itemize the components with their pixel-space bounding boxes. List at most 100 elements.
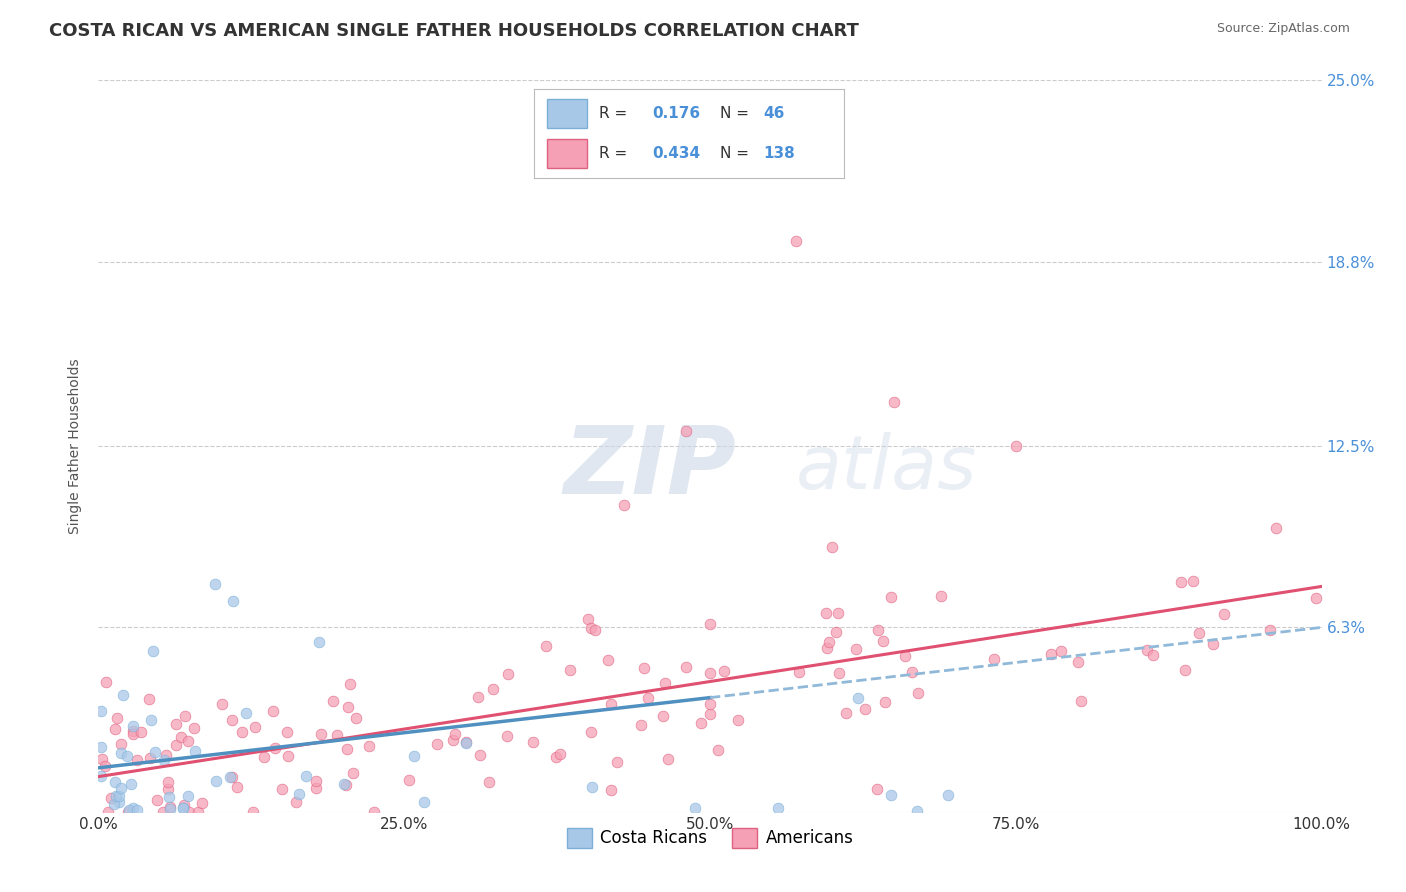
Point	[221, 770, 243, 784]
Point	[1212, 607, 1234, 621]
Point	[110, 780, 132, 795]
Point	[146, 793, 169, 807]
Point	[183, 721, 205, 735]
Point	[336, 742, 359, 756]
Point	[787, 665, 810, 680]
Point	[325, 728, 347, 742]
Text: ZIP: ZIP	[564, 422, 737, 514]
Point	[1202, 637, 1225, 651]
Point	[187, 805, 209, 819]
Point	[495, 730, 517, 744]
FancyBboxPatch shape	[547, 99, 586, 128]
Point	[110, 738, 132, 752]
Point	[583, 623, 606, 637]
Point	[105, 711, 128, 725]
Point	[522, 735, 544, 749]
Point	[727, 714, 749, 728]
Point	[90, 769, 112, 783]
Point	[120, 777, 142, 791]
Point	[159, 801, 181, 815]
Point	[108, 789, 131, 804]
Point	[104, 775, 127, 789]
Point	[277, 749, 299, 764]
Point	[657, 752, 679, 766]
Point	[633, 660, 655, 674]
Point	[441, 732, 464, 747]
Point	[105, 789, 128, 803]
Point	[581, 780, 603, 794]
Point	[337, 700, 360, 714]
Point	[1181, 574, 1204, 588]
Point	[90, 704, 112, 718]
Text: 46: 46	[763, 106, 785, 120]
Point	[174, 709, 197, 723]
Point	[1142, 648, 1164, 663]
Point	[165, 717, 187, 731]
Point	[834, 706, 856, 720]
Point	[100, 791, 122, 805]
Point	[412, 795, 434, 809]
Point	[357, 739, 380, 754]
Point	[211, 697, 233, 711]
Point	[579, 725, 602, 739]
Point	[815, 607, 838, 621]
Point	[173, 797, 195, 812]
Point	[872, 633, 894, 648]
Point	[118, 804, 141, 818]
Point	[470, 748, 492, 763]
Point	[901, 665, 924, 679]
Point	[846, 690, 869, 705]
Point	[675, 660, 697, 674]
Point	[768, 801, 790, 815]
Point	[699, 666, 721, 681]
Point	[262, 704, 284, 718]
Point	[894, 648, 917, 663]
Text: 138: 138	[763, 146, 794, 161]
Text: 0.434: 0.434	[652, 146, 700, 161]
Point	[363, 805, 385, 819]
Point	[153, 753, 176, 767]
Point	[142, 644, 165, 658]
Point	[270, 782, 292, 797]
Point	[402, 749, 425, 764]
Point	[190, 796, 212, 810]
Point	[308, 635, 330, 649]
Point	[1188, 625, 1211, 640]
Point	[115, 748, 138, 763]
Point	[285, 795, 308, 809]
Point	[444, 727, 467, 741]
Point	[600, 697, 623, 711]
Point	[339, 677, 361, 691]
Point	[139, 751, 162, 765]
Point	[651, 709, 673, 723]
Point	[157, 775, 180, 789]
FancyBboxPatch shape	[547, 139, 586, 168]
Point	[104, 722, 127, 736]
Point	[322, 693, 344, 707]
Point	[707, 742, 730, 756]
Point	[172, 801, 194, 815]
Point	[880, 789, 903, 803]
Point	[145, 745, 167, 759]
Point	[1067, 655, 1090, 669]
Point	[929, 589, 952, 603]
Point	[883, 395, 905, 409]
Point	[170, 730, 193, 744]
Point	[125, 753, 148, 767]
Point	[828, 665, 851, 680]
Point	[117, 805, 139, 819]
Point	[177, 734, 200, 748]
Point	[821, 540, 844, 554]
Point	[184, 743, 207, 757]
Point	[456, 736, 478, 750]
Point	[825, 624, 848, 639]
Point	[235, 706, 257, 721]
Point	[172, 800, 194, 814]
Point	[785, 234, 807, 248]
Point	[103, 797, 125, 812]
Point	[558, 663, 581, 677]
Point	[342, 765, 364, 780]
Point	[333, 777, 356, 791]
Point	[221, 713, 243, 727]
Point	[454, 734, 477, 748]
